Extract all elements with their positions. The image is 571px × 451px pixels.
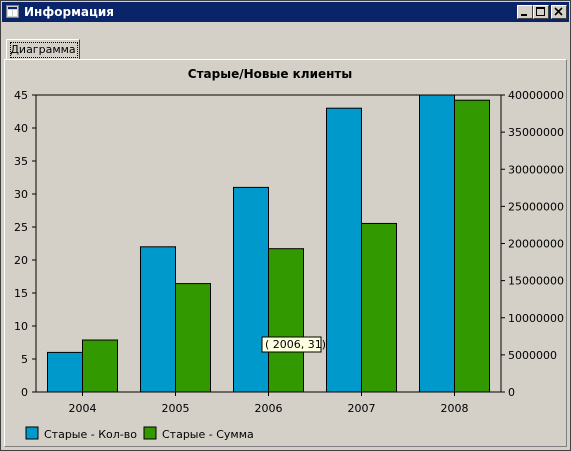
y-right-tick-label: 40000000	[508, 89, 564, 102]
x-tick-label: 2007	[348, 402, 376, 415]
tooltip-box	[261, 336, 322, 353]
y-right-tick-label: 5000000	[508, 349, 557, 362]
tab-diagram-label: Диаграмма	[10, 43, 76, 56]
y-right-tick-label: 0	[508, 386, 515, 399]
maximize-button[interactable]	[533, 5, 549, 19]
legend-swatch	[25, 426, 39, 440]
y-left-tick-label: 15	[14, 287, 28, 300]
y-right-tick-label: 10000000	[508, 312, 564, 325]
bar-count-2008[interactable]	[419, 94, 455, 393]
title-bar[interactable]: Информация	[2, 2, 569, 22]
app-window-icon	[6, 5, 19, 18]
y-right-tick-label: 20000000	[508, 238, 564, 251]
bar-sum-2008[interactable]	[454, 99, 490, 393]
y-left-tick-label: 30	[14, 188, 28, 201]
tooltip: ( 2006, 31)	[261, 336, 326, 353]
legend-label: Старые - Сумма	[162, 428, 254, 441]
tab-diagram[interactable]: Диаграмма	[6, 39, 80, 59]
x-tick-label: 2008	[441, 402, 469, 415]
y-right-tick-label: 30000000	[508, 163, 564, 176]
x-tick-label: 2005	[162, 402, 190, 415]
y-left-tick-label: 10	[14, 320, 28, 333]
y-left-tick-label: 45	[14, 89, 28, 102]
y-left-tick-label: 20	[14, 254, 28, 267]
window-title: Информация	[24, 5, 114, 19]
bar-count-2004[interactable]	[47, 351, 83, 393]
y-right-tick-label: 15000000	[508, 275, 564, 288]
y-left-tick-label: 40	[14, 122, 28, 135]
minimize-icon	[521, 14, 527, 16]
maximize-icon	[536, 7, 545, 16]
bar-sum-2004[interactable]	[82, 339, 118, 393]
bars	[47, 94, 490, 393]
y-left-tick-label: 0	[21, 386, 28, 399]
y-right-tick-label: 35000000	[508, 126, 564, 139]
bar-count-2006[interactable]	[233, 186, 269, 393]
y-axis-right: 0 5000000 10000000 15000000 20000000 25000000…	[501, 89, 564, 399]
bar-count-2005[interactable]	[140, 246, 176, 393]
legend: Старые - Кол-во Старые - Сумма	[25, 426, 254, 441]
y-left-tick-label: 5	[21, 353, 28, 366]
bar-sum-2007[interactable]	[361, 222, 397, 393]
tab-focus-rect	[10, 42, 78, 58]
y-left-tick-label: 35	[14, 155, 28, 168]
x-tick-label: 2004	[69, 402, 97, 415]
tooltip-text: ( 2006, 31)	[265, 338, 326, 351]
tab-panel	[4, 59, 567, 447]
minimize-button[interactable]	[517, 5, 533, 19]
legend-label: Старые - Кол-во	[44, 428, 137, 441]
bar-sum-2005[interactable]	[175, 283, 211, 393]
x-tick-label: 2006	[255, 402, 283, 415]
y-right-tick-label: 25000000	[508, 200, 564, 213]
x-axis: 2004 2005 2006 2007 2008	[69, 392, 469, 415]
bar-sum-2006[interactable]	[268, 248, 304, 393]
chart-title: Старые/Новые клиенты	[188, 67, 352, 81]
y-axis-left: 0 5 10 15 20 25 30 35 40 45	[14, 89, 36, 399]
close-button[interactable]	[551, 5, 567, 19]
y-left-tick-label: 25	[14, 221, 28, 234]
close-icon	[554, 7, 563, 16]
legend-swatch	[143, 426, 157, 440]
bar-count-2007[interactable]	[326, 107, 362, 393]
